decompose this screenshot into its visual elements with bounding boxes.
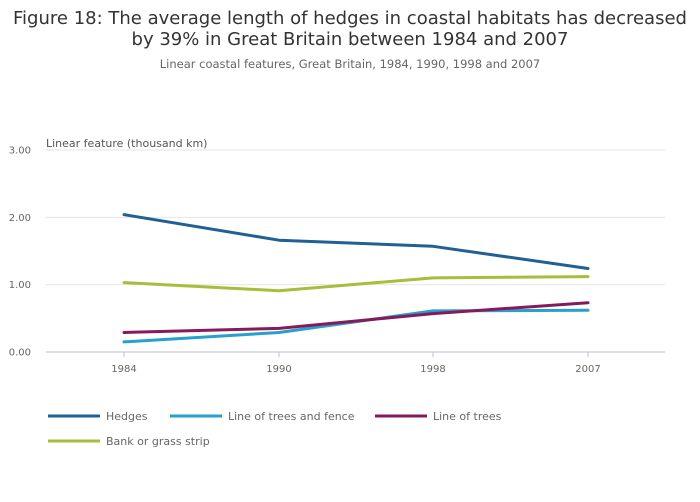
legend-item-bank-or-grass-strip[interactable]: Bank or grass strip (48, 435, 210, 448)
legend-label: Line of trees and fence (228, 410, 355, 423)
series-lines (122, 213, 590, 344)
x-tick-label: 1984 (111, 364, 136, 375)
x-tick-label: 2007 (575, 364, 600, 375)
legend-item-hedges[interactable]: Hedges (48, 410, 148, 423)
x-tick-label: 1998 (420, 364, 445, 375)
y-tick-label: 0.00 (9, 348, 31, 359)
y-tick-label: 1.00 (9, 280, 31, 291)
legend-item-line-of-trees-and-fence[interactable]: Line of trees and fence (170, 410, 355, 423)
legend: Hedges Line of trees and fence Line of tre… (48, 410, 502, 448)
series-line-line-of-trees-and-fence (122, 308, 590, 344)
series-line-line-of-trees (122, 301, 590, 334)
series-line-bank-or-grass-strip (122, 275, 590, 293)
legend-label: Bank or grass strip (106, 435, 210, 448)
chart-title-line-2: by 39% in Great Britain between 1984 and… (132, 29, 569, 50)
x-tick-label: 1990 (266, 364, 291, 375)
legend-label: Line of trees (433, 410, 502, 423)
y-tick-label: 2.00 (9, 213, 31, 224)
legend-label: Hedges (106, 410, 148, 423)
y-tick-label: 3.00 (9, 146, 31, 157)
chart-title-line-1: Figure 18: The average length of hedges … (13, 8, 687, 29)
chart-subtitle: Linear coastal features, Great Britain, … (160, 57, 541, 71)
y-tick-labels: 0.00 1.00 2.00 3.00 (9, 146, 31, 359)
x-tick-labels: 1984 1990 1998 2007 (111, 352, 601, 375)
series-line-hedges (122, 213, 590, 270)
legend-item-line-of-trees[interactable]: Line of trees (375, 410, 502, 423)
y-axis-label: Linear feature (thousand km) (46, 137, 207, 150)
